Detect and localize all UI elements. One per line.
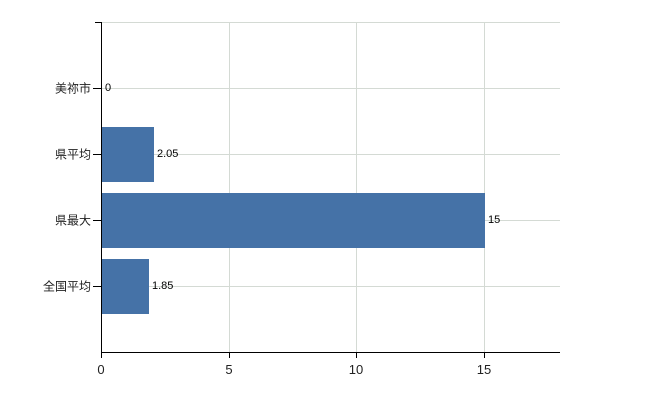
gridline-horizontal <box>102 286 560 287</box>
plot-top-border <box>101 22 560 23</box>
value-label: 15 <box>488 214 501 226</box>
x-axis-tick <box>356 353 357 358</box>
category-label: 美祢市 <box>54 81 91 96</box>
gridline-vertical <box>484 22 485 352</box>
gridline-vertical <box>356 22 357 352</box>
bar <box>102 193 485 248</box>
gridline-horizontal <box>102 154 560 155</box>
x-axis-tick <box>229 353 230 358</box>
value-label: 2.05 <box>157 148 179 160</box>
value-label: 1.85 <box>152 280 174 292</box>
x-axis-tick-label: 10 <box>348 362 364 377</box>
y-axis-tick <box>93 286 101 287</box>
bar <box>102 259 149 314</box>
bar <box>102 127 154 182</box>
x-axis-tick-label: 15 <box>476 362 492 377</box>
y-axis-tick <box>93 220 101 221</box>
y-axis-tick <box>93 88 101 89</box>
category-label: 県最大 <box>54 213 91 228</box>
x-axis-tick <box>101 353 102 358</box>
value-label: 0 <box>105 82 112 94</box>
gridline-vertical <box>229 22 230 352</box>
x-axis-tick-label: 5 <box>225 362 233 377</box>
x-axis-tick <box>484 353 485 358</box>
y-axis-tick <box>93 154 101 155</box>
category-label: 県平均 <box>54 147 91 162</box>
gridline-horizontal <box>102 88 560 89</box>
y-axis-line <box>101 22 102 353</box>
x-axis-tick-label: 0 <box>97 362 105 377</box>
y-axis-top-tick <box>95 22 101 23</box>
category-label: 全国平均 <box>42 279 91 294</box>
x-axis-line <box>101 352 560 353</box>
